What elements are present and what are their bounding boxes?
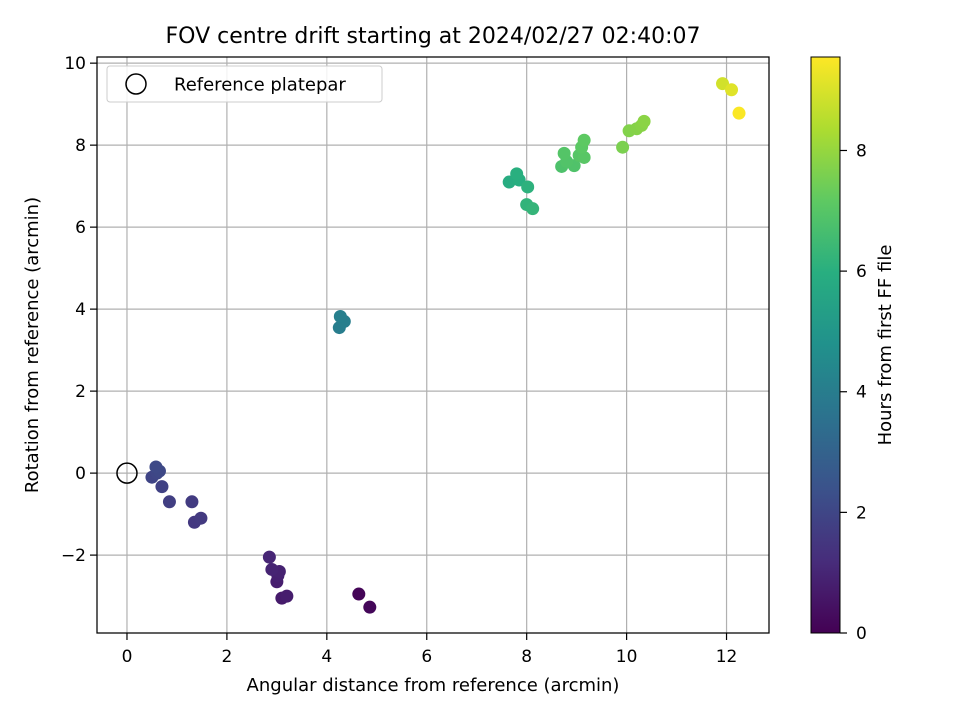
data-point <box>637 114 651 128</box>
data-point <box>162 495 176 509</box>
colorbar-gradient <box>811 57 840 633</box>
colorbar-ticks: 0 2 4 6 8 <box>840 141 867 644</box>
y-axis-ticks: −2 0 2 4 6 8 10 <box>61 54 97 566</box>
grid <box>97 57 769 633</box>
x-axis-label: Angular distance from reference (arcmin) <box>247 675 620 696</box>
y-tick-label: 10 <box>64 54 86 74</box>
data-point <box>577 150 591 164</box>
data-point <box>526 202 540 216</box>
data-point <box>616 140 630 154</box>
data-point <box>725 83 739 97</box>
colorbar-tick-label: 2 <box>856 503 867 523</box>
data-points <box>116 77 746 614</box>
x-tick-label: 10 <box>616 647 638 667</box>
data-point <box>185 495 199 509</box>
colorbar-tick-label: 8 <box>856 141 867 161</box>
data-point <box>732 106 746 120</box>
reference-platepar-marker <box>116 462 138 484</box>
legend-box <box>106 65 383 103</box>
y-tick-label: 0 <box>75 464 86 484</box>
legend-marker <box>125 73 147 95</box>
y-axis-label: Rotation from reference (arcmin) <box>22 197 43 493</box>
colorbar-label: Hours from first FF file <box>875 245 896 446</box>
legend: Reference platepar <box>106 65 383 103</box>
data-point <box>155 480 169 494</box>
data-point <box>194 511 208 525</box>
y-tick-label: 2 <box>75 382 86 402</box>
x-axis-ticks: 0 2 4 6 8 10 12 <box>122 633 738 667</box>
data-point <box>280 589 294 603</box>
data-point <box>577 133 591 147</box>
colorbar-tick-label: 6 <box>856 262 867 282</box>
plot-frame <box>96 56 770 634</box>
data-point <box>363 600 377 614</box>
colorbar-frame <box>810 56 841 634</box>
data-point <box>352 587 366 601</box>
colorbar: 0 2 4 6 8 Hours from first FF file <box>810 56 896 644</box>
data-point <box>557 146 571 160</box>
data-point <box>262 550 276 564</box>
data-point <box>502 175 516 189</box>
x-tick-label: 0 <box>122 647 133 667</box>
colorbar-tick-label: 4 <box>856 383 867 403</box>
x-tick-label: 6 <box>421 647 432 667</box>
y-tick-label: 4 <box>75 300 86 320</box>
x-tick-label: 4 <box>321 647 332 667</box>
y-tick-label: 8 <box>75 136 86 156</box>
colorbar-tick-label: 0 <box>856 624 867 644</box>
x-tick-label: 12 <box>716 647 738 667</box>
chart-title: FOV centre drift starting at 2024/02/27 … <box>166 24 701 49</box>
data-point <box>265 562 279 576</box>
y-tick-label: −2 <box>61 546 86 566</box>
plot-background <box>97 57 769 633</box>
legend-label: Reference platepar <box>174 75 346 96</box>
y-tick-label: 6 <box>75 218 86 238</box>
x-tick-label: 2 <box>221 647 232 667</box>
data-point <box>510 167 524 181</box>
data-point <box>521 180 535 194</box>
x-tick-label: 8 <box>521 647 532 667</box>
data-point <box>149 460 163 474</box>
data-point <box>333 310 347 324</box>
